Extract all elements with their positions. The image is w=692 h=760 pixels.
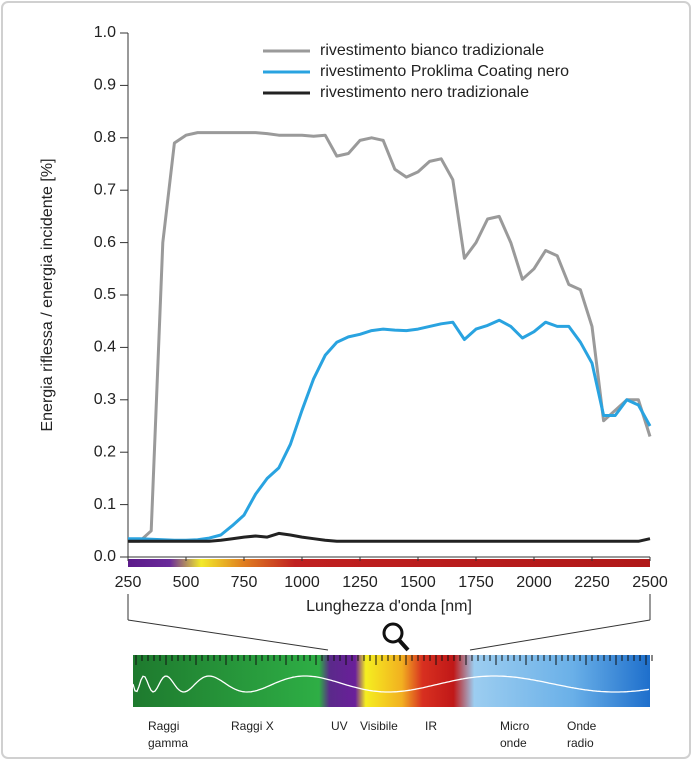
y-tick-label: 0.2 (94, 443, 116, 460)
wave (132, 675, 650, 693)
y-tick-label: 0.6 (94, 234, 116, 251)
visible-spectrum-bar (128, 559, 650, 567)
magnifier (397, 638, 410, 652)
x-tick-label: 2250 (574, 574, 610, 591)
zoom-line (127, 619, 329, 651)
spectrum-label: Raggi gamma (148, 719, 189, 750)
y-tick-label: 0.7 (94, 181, 116, 198)
y-tick-label: 0.8 (94, 129, 116, 146)
y-tick-label: 0.4 (94, 339, 116, 356)
y-tick-label: 1.0 (94, 24, 116, 41)
spectrum-label: Visibile (360, 719, 398, 733)
x-tick-label: 500 (173, 574, 200, 591)
spectrum-label: Micro onde (500, 719, 530, 750)
spectrum-label: IR (425, 719, 437, 733)
series-line (128, 318, 652, 542)
magnifier (382, 622, 404, 644)
y-tick-label: 0.9 (94, 77, 116, 94)
x-tick-label: 750 (231, 574, 258, 591)
legend-label: rivestimento bianco tradizionale (320, 42, 544, 59)
series-line (128, 131, 652, 543)
x-tick-label: 250 (115, 574, 142, 591)
zoom-line (469, 619, 651, 651)
x-tick-label: 1250 (342, 574, 378, 591)
y-tick-label: 0.5 (94, 286, 116, 303)
x-tick-label: 2000 (516, 574, 552, 591)
spectrum-label: Onde radio (567, 719, 597, 750)
em-spectrum (133, 655, 650, 707)
x-tick-label: 1750 (458, 574, 494, 591)
x-tick-label: 1000 (284, 574, 320, 591)
x-axis-label: Lunghezza d'onda [nm] (306, 598, 472, 615)
spectrum-label: UV (331, 719, 348, 733)
x-tick-label: 1500 (400, 574, 436, 591)
series-line (128, 531, 651, 543)
y-tick-label: 0.3 (94, 391, 116, 408)
y-tick-label: 0.1 (94, 496, 116, 513)
x-tick-label: 2500 (632, 574, 668, 591)
spectrum-label: Raggi X (231, 719, 274, 733)
legend-label: rivestimento nero tradizionale (320, 84, 529, 101)
y-tick-label: 0.0 (94, 548, 116, 565)
legend-label: rivestimento Proklima Coating nero (320, 63, 569, 80)
y-axis-label: Energia riflessa / energia incidente [%] (39, 158, 56, 431)
